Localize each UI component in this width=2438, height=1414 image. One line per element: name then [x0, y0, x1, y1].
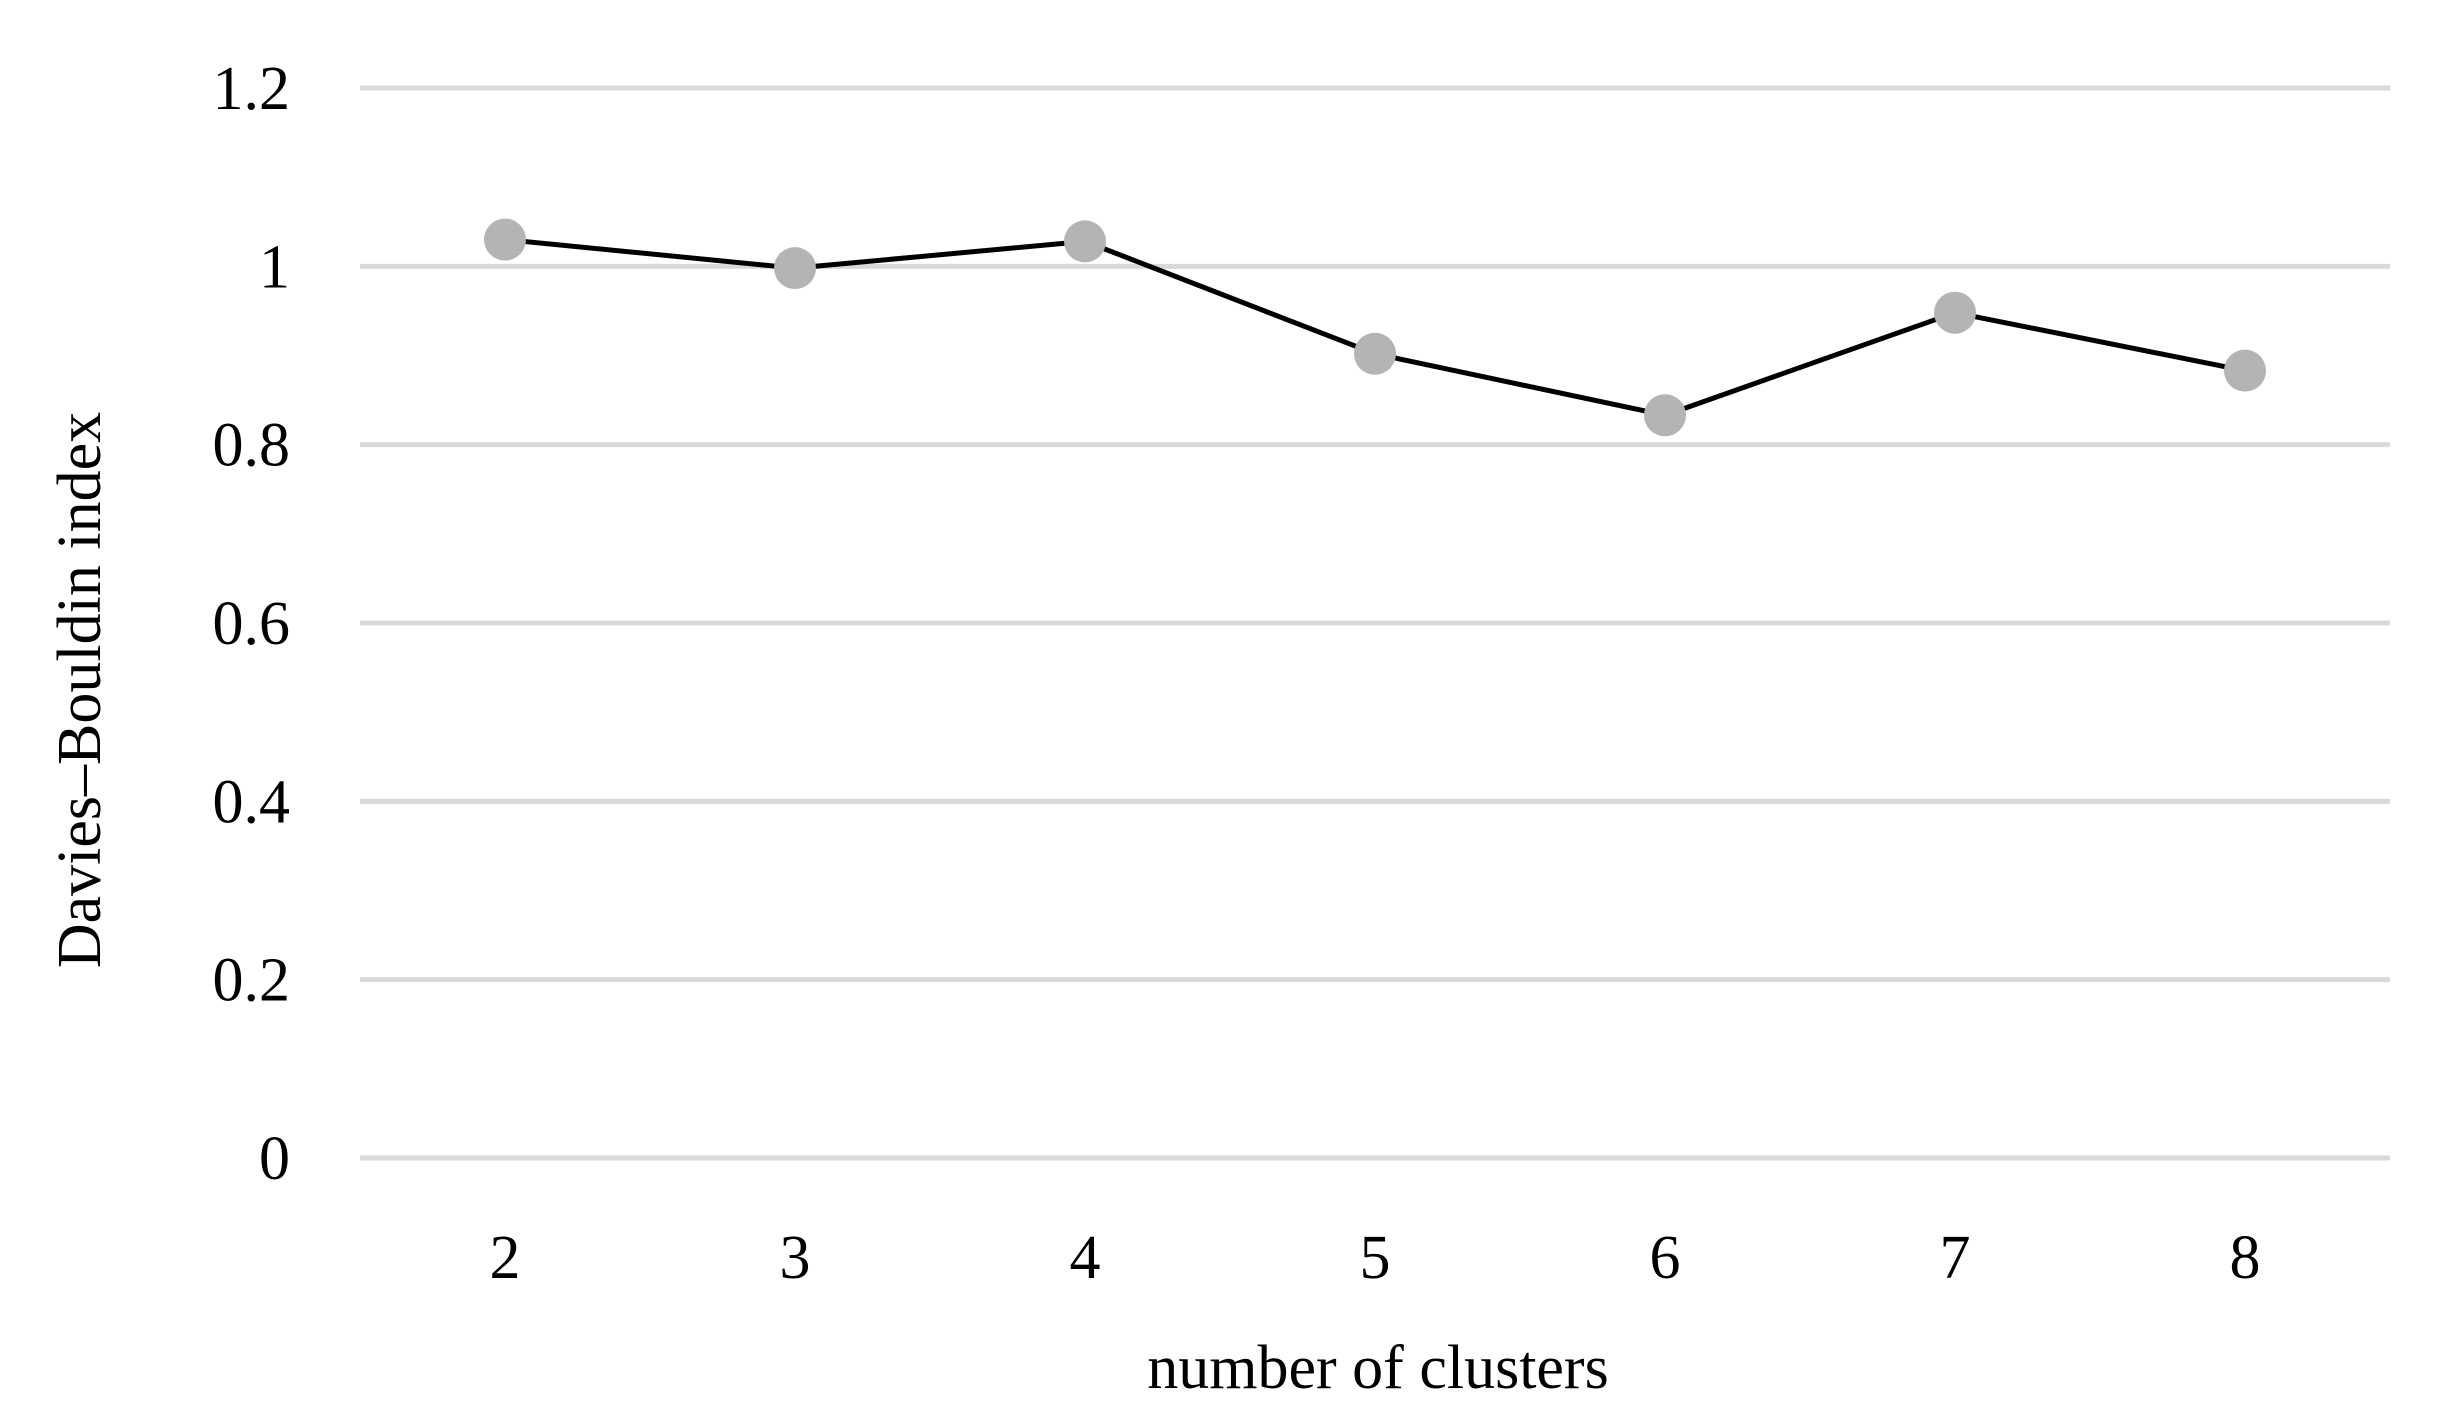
data-point	[1934, 291, 1976, 334]
y-tick-label: 0.2	[213, 947, 291, 1015]
y-axis-ticks: 0 0.2 0.4 0.6 0.8 1 1.2	[213, 55, 291, 1193]
x-axis-ticks: 2 3 4 5 6 7 8	[490, 1224, 2261, 1292]
y-tick-label: 0.4	[213, 768, 291, 836]
x-tick-label: 7	[1940, 1224, 1971, 1292]
x-tick-label: 6	[1650, 1224, 1681, 1292]
data-point	[1064, 220, 1106, 263]
series	[484, 218, 2266, 437]
x-tick-label: 2	[490, 1224, 521, 1292]
gridlines	[360, 85, 2390, 1161]
x-tick-label: 5	[1360, 1224, 1391, 1292]
x-axis-label: number of clusters	[1147, 1334, 1608, 1402]
y-tick-label: 0.8	[213, 412, 291, 480]
y-tick-label: 1	[259, 233, 290, 301]
y-tick-label: 1.2	[213, 55, 291, 123]
data-point	[774, 247, 816, 290]
x-tick-label: 4	[1070, 1224, 1101, 1292]
data-point	[484, 218, 526, 261]
data-point	[1644, 394, 1686, 437]
y-tick-label: 0	[259, 1125, 290, 1193]
y-tick-label: 0.6	[213, 590, 291, 658]
x-tick-label: 3	[780, 1224, 811, 1292]
data-point	[1354, 332, 1396, 375]
y-axis-label: Davies–Bouldin index	[46, 412, 114, 968]
data-point	[2224, 349, 2266, 392]
x-tick-label: 8	[2230, 1224, 2261, 1292]
